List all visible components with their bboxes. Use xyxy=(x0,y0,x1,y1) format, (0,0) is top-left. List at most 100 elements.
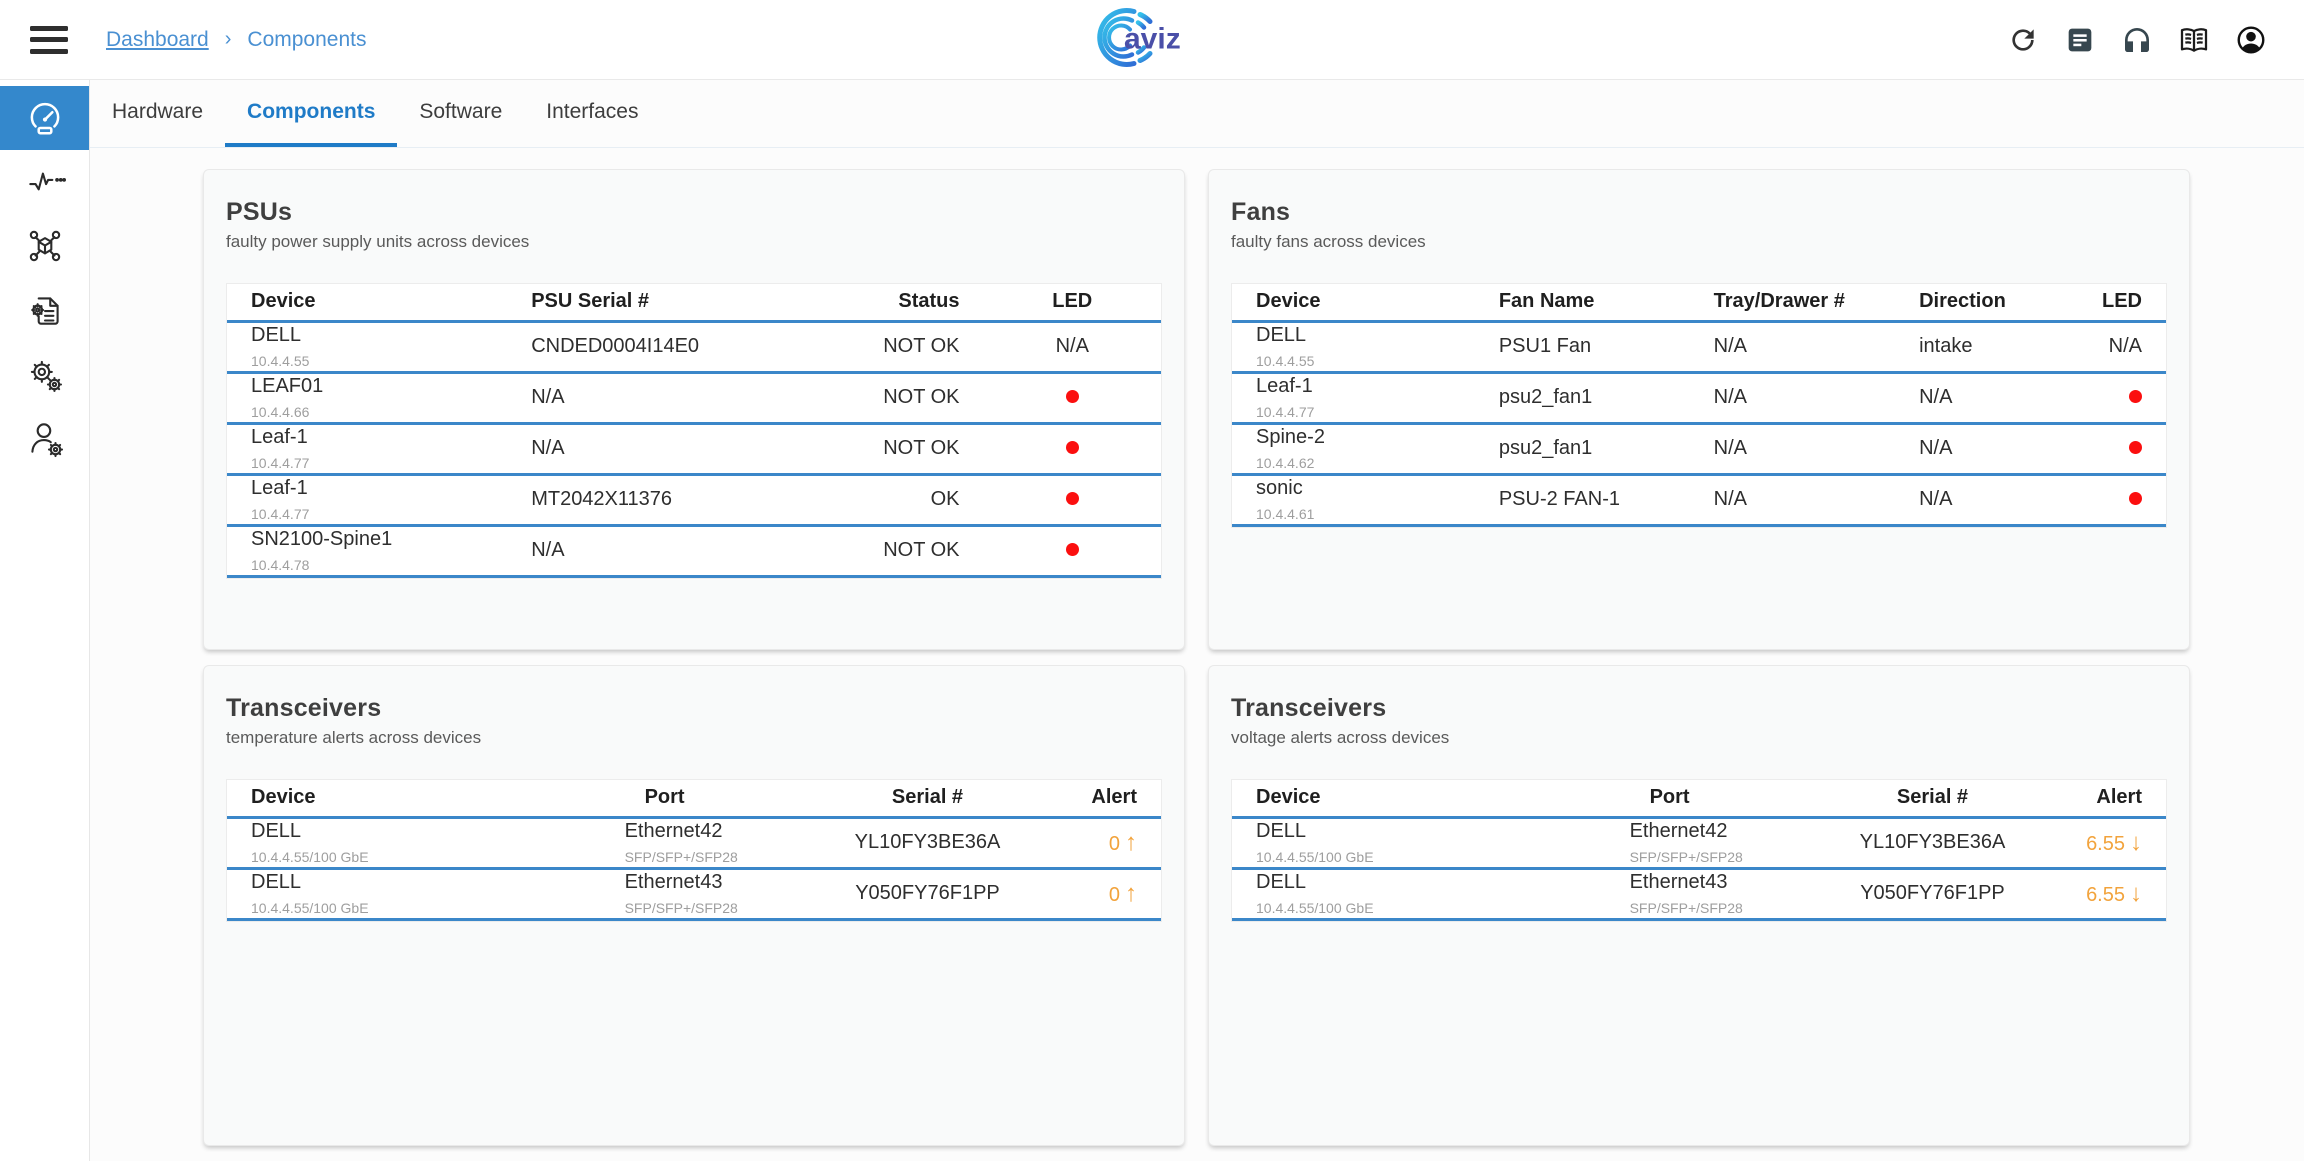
device-detail: 10.4.4.77 xyxy=(251,454,310,471)
port-name: Ethernet43 xyxy=(624,870,723,893)
card-transceivers-temperature: Transceivers temperature alerts across d… xyxy=(203,665,1185,1146)
table-header-row: Device Fan Name Tray/Drawer # Direction LED xyxy=(1232,284,2166,323)
text-cell: N/A xyxy=(1895,423,2054,476)
alert-value: 6.55 xyxy=(2086,883,2125,906)
device-detail: 10.4.4.62 xyxy=(1256,454,1315,471)
sidebar-item-device-config[interactable] xyxy=(0,278,89,342)
table-header-row: Device Port Serial # Alert xyxy=(1232,780,2166,819)
transceivers-temperature-table: Device Port Serial # Alert DELL 10.4.4.55/100… xyxy=(227,780,1161,921)
port-cell: Ethernet42 SFP/SFP+/SFP28 xyxy=(600,817,825,870)
feedback-icon[interactable] xyxy=(2063,23,2097,57)
port-cell: Ethernet42 SFP/SFP+/SFP28 xyxy=(1605,817,1830,870)
led-red-dot-icon xyxy=(1065,441,1079,454)
table-header-row: Device Port Serial # Alert xyxy=(227,780,1161,819)
breadcrumb-dashboard-link[interactable]: Dashboard xyxy=(106,27,209,51)
card-subtitle: temperature alerts across devices xyxy=(226,728,482,747)
user-gear-icon xyxy=(30,423,63,458)
arrow-up-icon: ↑ xyxy=(1125,828,1137,856)
sidebar-item-dashboard[interactable] xyxy=(0,86,89,150)
sidebar-item-settings[interactable] xyxy=(0,342,89,406)
arrow-up-icon: ↑ xyxy=(1125,879,1137,907)
table-row: SN2100-Spine1 10.4.4.78 N/A NOT OK xyxy=(227,525,1161,578)
pulse-icon xyxy=(28,172,66,191)
led-cell xyxy=(983,423,1161,476)
table-row: DELL 10.4.4.55/100 GbE Ethernet43 SFP/SFP+/… xyxy=(227,868,1161,921)
arrow-down-icon: ↓ xyxy=(2130,879,2142,907)
led-cell xyxy=(983,474,1161,527)
sidebar-item-topology[interactable] xyxy=(0,214,89,278)
table-row: DELL 10.4.4.55/100 GbE Ethernet43 SFP/SFP+/… xyxy=(1232,868,2166,921)
tab-software[interactable]: Software xyxy=(419,99,503,123)
table-row: Leaf-1 10.4.4.77 N/A NOT OK xyxy=(227,423,1161,476)
main-content: Hardware Components Software Interfaces … xyxy=(90,80,2304,1161)
arrow-down-icon: ↓ xyxy=(2130,828,2142,856)
topbar: Dashboard › Components aviz xyxy=(0,0,2304,80)
table-row: DELL 10.4.4.55/100 GbE Ethernet42 SFP/SFP+/… xyxy=(1232,817,2166,870)
port-name: Ethernet42 xyxy=(1629,819,1728,842)
account-icon[interactable] xyxy=(2234,23,2268,57)
sidebar-item-health[interactable] xyxy=(0,150,89,214)
topology-cube-icon xyxy=(29,230,60,262)
column-header: Device xyxy=(1232,284,1475,323)
alert-cell: 6.55 ↓ xyxy=(2035,817,2166,870)
table-row: LEAF01 10.4.4.66 N/A NOT OK xyxy=(227,372,1161,425)
led-cell xyxy=(2053,423,2166,476)
port-cell: Ethernet43 SFP/SFP+/SFP28 xyxy=(1605,868,1830,921)
device-name: Leaf-1 xyxy=(1256,374,1313,397)
text-cell: YL10FY3BE36A xyxy=(824,817,1031,870)
device-detail: 10.4.4.61 xyxy=(1256,505,1315,522)
text-cell: N/A xyxy=(1895,372,2054,425)
table-row: DELL 10.4.4.55/100 GbE Ethernet42 SFP/SFP+/… xyxy=(227,817,1161,870)
tab-components[interactable]: Components xyxy=(225,80,398,147)
refresh-icon[interactable] xyxy=(2006,23,2040,57)
led-cell: N/A xyxy=(983,321,1161,374)
gears-icon xyxy=(30,360,62,393)
fans-table: Device Fan Name Tray/Drawer # Direction LED D… xyxy=(1232,284,2166,527)
text-cell: Y050FY76F1PP xyxy=(1829,868,2036,921)
device-cell: DELL 10.4.4.55/100 GbE xyxy=(227,868,601,921)
column-header: Alert xyxy=(2035,780,2166,819)
device-name: Leaf-1 xyxy=(251,425,308,448)
card-transceivers-voltage: Transceivers voltage alerts across devic… xyxy=(1208,665,2190,1146)
text-cell: N/A xyxy=(507,372,835,425)
led-cell xyxy=(2053,474,2166,527)
tab-interfaces[interactable]: Interfaces xyxy=(546,99,639,123)
column-header: Direction xyxy=(1895,284,2054,323)
device-name: Spine-2 xyxy=(1256,425,1325,448)
alert-cell: 0 ↑ xyxy=(1030,868,1161,921)
device-name: sonic xyxy=(1256,476,1303,499)
sidebar xyxy=(0,80,90,1161)
table-row: Leaf-1 10.4.4.77 MT2042X11376 OK xyxy=(227,474,1161,527)
text-cell: NOT OK xyxy=(834,525,984,578)
column-header: Device xyxy=(227,780,601,819)
sidebar-item-user-management[interactable] xyxy=(0,406,89,470)
device-cell: Spine-2 10.4.4.62 xyxy=(1232,423,1475,476)
text-cell: psu2_fan1 xyxy=(1474,423,1690,476)
fans-table-container: Device Fan Name Tray/Drawer # Direction LED D… xyxy=(1231,283,2167,528)
menu-icon[interactable] xyxy=(30,25,68,54)
table-row: sonic 10.4.4.61 PSU-2 FAN-1 N/A N/A xyxy=(1232,474,2166,527)
device-name: Leaf-1 xyxy=(251,476,308,499)
column-header: Serial # xyxy=(1829,780,2036,819)
device-cell: LEAF01 10.4.4.66 xyxy=(227,372,508,425)
column-header: Device xyxy=(227,284,508,323)
text-cell: Y050FY76F1PP xyxy=(824,868,1031,921)
led-cell xyxy=(2053,372,2166,425)
support-headset-icon[interactable] xyxy=(2120,23,2154,57)
documentation-book-icon[interactable] xyxy=(2177,23,2211,57)
alert-value: 6.55 xyxy=(2086,832,2125,855)
text-cell: psu2_fan1 xyxy=(1474,372,1690,425)
text-cell: CNDED0004I14E0 xyxy=(507,321,835,374)
device-name: LEAF01 xyxy=(251,374,324,397)
device-detail: 10.4.4.55/100 GbE xyxy=(1256,899,1374,916)
alert-cell: 0 ↑ xyxy=(1030,817,1161,870)
card-subtitle: voltage alerts across devices xyxy=(1231,728,1450,747)
breadcrumb-current: Components xyxy=(247,27,367,51)
tab-hardware[interactable]: Hardware xyxy=(112,99,204,123)
aviz-logo: aviz xyxy=(1082,4,1222,75)
device-detail: 10.4.4.55/100 GbE xyxy=(251,899,369,916)
card-title: Transceivers xyxy=(226,694,382,722)
transceivers-voltage-table-container: Device Port Serial # Alert DELL 10.4.4.55/100… xyxy=(1231,779,2167,922)
breadcrumb: Dashboard › Components xyxy=(106,28,366,52)
led-red-dot-icon xyxy=(1065,492,1079,505)
